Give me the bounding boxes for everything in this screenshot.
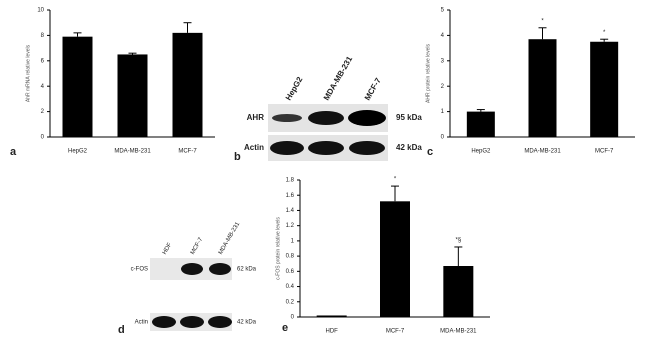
row-label: Actin	[135, 320, 148, 326]
bar	[62, 36, 93, 137]
lane-label: MDA-MB-231	[322, 54, 355, 102]
x-tick-label: MCF-7	[595, 149, 614, 155]
bar	[380, 201, 410, 317]
bar	[466, 111, 495, 137]
y-tick-label: 1.4	[286, 208, 295, 214]
row-label: Actin	[244, 143, 264, 152]
y-tick-label: 0.2	[286, 299, 295, 305]
x-tick-label: MCF-7	[386, 329, 405, 335]
lane-label: HepG2	[284, 75, 305, 102]
x-tick-label: HepG2	[68, 149, 88, 155]
x-tick-label: MCF-7	[178, 149, 197, 155]
band	[348, 110, 386, 126]
y-tick-label: 0	[41, 135, 45, 141]
bar	[443, 266, 474, 317]
y-tick-label: 1.8	[286, 178, 295, 184]
row-label: c-FOS	[131, 267, 148, 273]
y-tick-label: 1.6	[286, 193, 295, 199]
bar	[590, 41, 619, 137]
lane-label: MCF-7	[190, 236, 205, 255]
annotation: *	[394, 177, 397, 183]
y-tick-label: 5	[441, 8, 445, 14]
x-tick-label: HepG2	[471, 149, 491, 155]
band	[209, 263, 231, 275]
band	[208, 316, 232, 328]
panel-letter: a	[10, 146, 17, 158]
panel-letter: c	[427, 146, 433, 158]
x-tick-label: MDA-MB-231	[114, 149, 151, 155]
lane-label: HDF	[162, 242, 174, 256]
panel-letter: d	[118, 324, 125, 336]
x-tick-label: HDF	[325, 329, 338, 335]
band	[270, 141, 304, 155]
y-tick-label: 6	[41, 58, 45, 64]
size-label: 42 kDa	[396, 143, 422, 152]
y-tick-label: 0.8	[286, 254, 295, 260]
band	[308, 141, 344, 155]
y-tick-label: 1	[441, 109, 445, 115]
y-tick-label: 0.6	[286, 269, 295, 275]
annotation: *	[541, 18, 544, 24]
y-tick-label: 2	[441, 84, 445, 90]
bar	[172, 32, 203, 137]
y-tick-label: 4	[441, 33, 445, 39]
blot-d: HDF MCF-7 MDA-MB-231 c-FOS Actin 62 kDa …	[118, 221, 257, 336]
y-tick-label: 10	[37, 8, 44, 14]
x-tick-label: MDA-MB-231	[524, 149, 561, 155]
band	[272, 114, 302, 122]
panel-letter: e	[282, 322, 288, 334]
annotation: *§	[455, 238, 461, 244]
panel-letter: b	[234, 151, 241, 163]
y-tick-label: 8	[41, 33, 45, 39]
band	[181, 263, 203, 275]
x-tick-label: MDA-MB-231	[440, 329, 477, 335]
y-tick-label: 0	[441, 135, 445, 141]
size-label: 62 kDa	[237, 267, 257, 273]
y-tick-label: 1	[291, 238, 295, 244]
annotation: *	[603, 30, 606, 36]
size-label: 95 kDa	[396, 113, 422, 122]
y-tick-label: 0.4	[286, 284, 295, 290]
lane-label: MCF-7	[363, 76, 383, 102]
band	[180, 316, 204, 328]
y-axis-label: AhR mRNA relative levels	[25, 44, 31, 102]
row-label: AHR	[247, 113, 265, 122]
bar	[316, 315, 347, 317]
y-tick-label: 0	[291, 315, 295, 321]
band	[152, 316, 176, 328]
size-label: 42 kDa	[237, 320, 257, 326]
y-tick-label: 4	[41, 84, 45, 90]
y-tick-label: 2	[41, 109, 45, 115]
y-tick-label: 1.2	[286, 223, 295, 229]
y-axis-label: c-FOS protein relative levels	[275, 217, 281, 280]
y-axis-label: AHR protein relative levels	[425, 44, 431, 103]
y-tick-label: 3	[441, 58, 445, 64]
band	[349, 141, 385, 155]
bar	[528, 39, 557, 137]
lane-label: MDA-MB-231	[218, 221, 242, 256]
blot-b: HepG2 MDA-MB-231 MCF-7 AHR Actin 95 kDa …	[234, 54, 422, 163]
band	[308, 111, 344, 125]
bar	[117, 54, 148, 138]
